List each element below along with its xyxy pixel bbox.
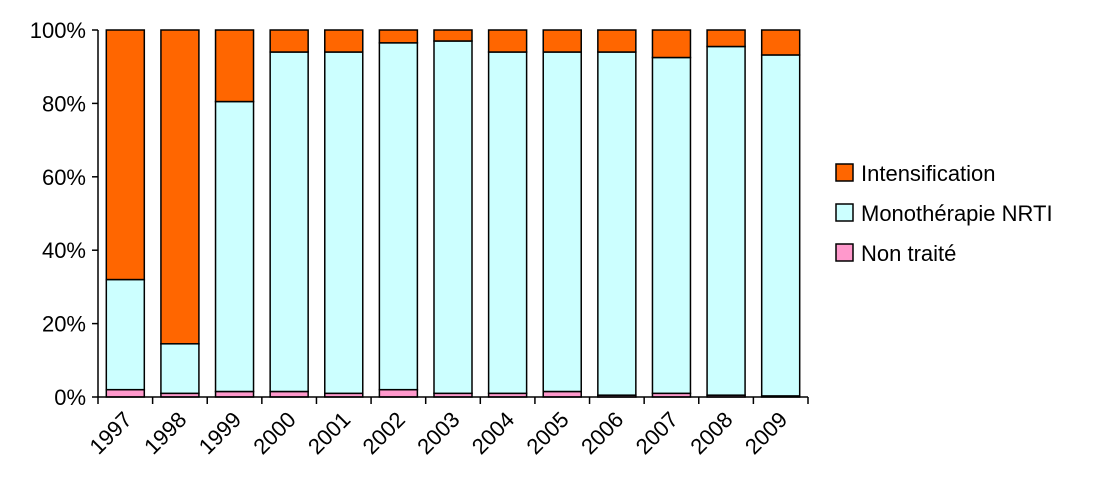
bar-segment-2002-monotherapie	[378, 42, 419, 391]
y-tick-label: 0%	[54, 385, 86, 410]
bar-segment-2000-intensification	[269, 29, 309, 53]
x-tick-label: 2002	[358, 407, 410, 459]
axes-group: 0%20%40%60%80%100%1997 1998 1999 2000 2001 20…	[30, 18, 809, 459]
bar-segment-1999-intensification	[214, 29, 255, 103]
bar-segment-2006-intensification	[597, 29, 637, 53]
y-tick-label: 40%	[42, 238, 86, 263]
legend-swatch	[835, 203, 854, 222]
bar-segment-1997-non-traite	[105, 388, 146, 398]
legend-label: Intensification	[861, 161, 996, 186]
x-tick-label: 2008	[685, 407, 737, 459]
bar-segment-2007-monotherapie	[651, 56, 692, 395]
bar-segment-2006-monotherapie	[597, 51, 637, 396]
bar-segment-2009-monotherapie	[760, 54, 801, 397]
x-tick-label: 2004	[467, 407, 519, 459]
bar-segment-1997-intensification	[105, 29, 146, 281]
bar-segment-2003-monotherapie	[433, 40, 473, 395]
bar-segment-2004-intensification	[487, 29, 528, 53]
bar-segment-2000-monotherapie	[269, 51, 309, 393]
bar-segment-2001-intensification	[324, 29, 364, 53]
x-tick-label: 2000	[248, 407, 300, 459]
y-tick-label: 100%	[30, 18, 86, 43]
y-tick-label: 60%	[42, 165, 86, 190]
bar-segment-2003-intensification	[433, 29, 473, 42]
bar-segment-1998-intensification	[160, 29, 200, 345]
x-tick-label: 2001	[303, 407, 355, 459]
x-tick-label: 2005	[521, 407, 573, 459]
bar-segment-2004-monotherapie	[487, 51, 528, 395]
x-tick-label: 2009	[740, 407, 792, 459]
x-tick-label: 1999	[194, 407, 246, 459]
bar-segment-2005-intensification	[542, 29, 582, 53]
bar-segment-2008-intensification	[706, 29, 746, 48]
bar-segment-1999-non-traite	[214, 390, 255, 398]
legend-label: Monothérapie NRTI	[861, 201, 1053, 226]
bar-segment-2008-monotherapie	[706, 45, 746, 396]
bar-segment-1998-monotherapie	[160, 343, 200, 395]
legend-swatch	[835, 163, 854, 182]
bar-segment-2001-monotherapie	[324, 51, 364, 395]
bar-segment-2000-non-traite	[269, 390, 309, 398]
y-tick-label: 20%	[42, 312, 86, 337]
bar-segment-2005-non-traite	[542, 390, 582, 398]
bar-segment-2002-intensification	[378, 29, 419, 44]
bar-segment-2007-intensification	[651, 29, 692, 59]
bar-segment-1999-monotherapie	[214, 100, 255, 393]
x-tick-label: 2007	[631, 407, 683, 459]
bars-group	[105, 29, 801, 398]
y-tick-label: 80%	[42, 91, 86, 116]
legend: Intensification Monothérapie NRTI Non trai…	[835, 161, 1053, 266]
legend-swatch	[835, 243, 854, 262]
x-tick-label: 1997	[85, 407, 137, 459]
x-tick-label: 2003	[412, 407, 464, 459]
bar-segment-1997-monotherapie	[105, 278, 146, 391]
x-tick-label: 1998	[139, 407, 191, 459]
bar-segment-2009-intensification	[760, 29, 801, 56]
x-tick-label: 2006	[576, 407, 628, 459]
bar-segment-2005-monotherapie	[542, 51, 582, 393]
legend-label: Non traité	[861, 241, 956, 266]
bar-segment-2002-non-traite	[378, 388, 419, 398]
